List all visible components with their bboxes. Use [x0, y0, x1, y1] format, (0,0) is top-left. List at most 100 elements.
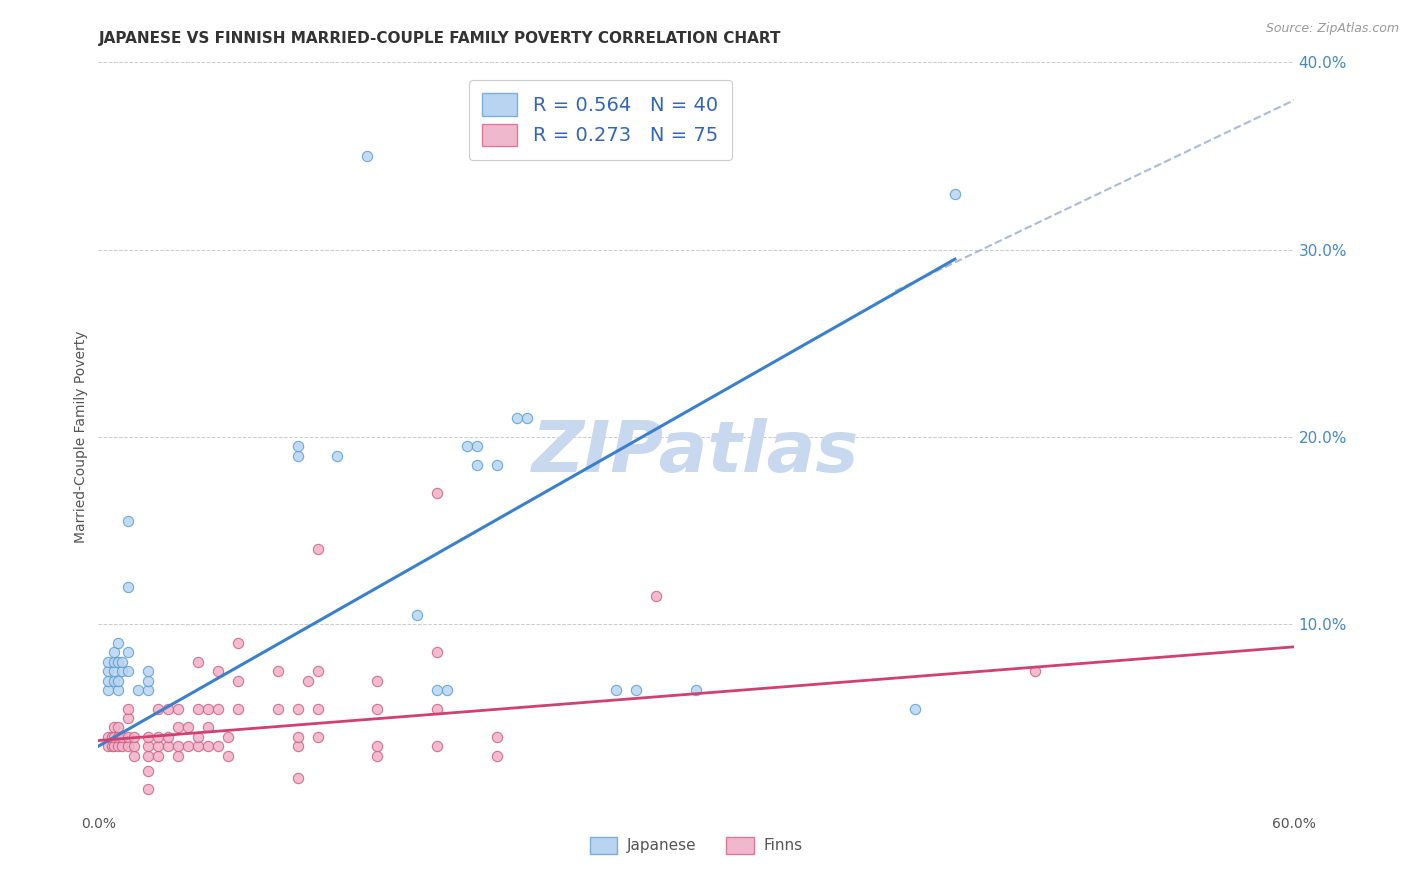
- Text: Source: ZipAtlas.com: Source: ZipAtlas.com: [1265, 22, 1399, 36]
- Point: [97, 683, 120, 698]
- Point: [97, 730, 120, 744]
- Point: [101, 739, 124, 753]
- Point: [456, 440, 478, 453]
- Text: ZIPatlas: ZIPatlas: [533, 417, 859, 486]
- Point: [117, 514, 139, 528]
- Point: [187, 655, 209, 669]
- Point: [685, 683, 707, 698]
- Point: [107, 730, 129, 744]
- Point: [148, 730, 170, 744]
- Point: [297, 673, 319, 688]
- Point: [111, 655, 134, 669]
- Point: [287, 739, 309, 753]
- Point: [136, 664, 159, 679]
- Point: [307, 542, 329, 557]
- Point: [904, 701, 927, 715]
- Point: [103, 673, 125, 688]
- Point: [177, 739, 200, 753]
- Point: [436, 683, 458, 698]
- Point: [943, 186, 966, 201]
- Point: [197, 739, 219, 753]
- Point: [287, 701, 309, 715]
- Point: [485, 458, 508, 473]
- Point: [124, 748, 146, 763]
- Point: [117, 580, 139, 594]
- Point: [101, 730, 124, 744]
- Point: [136, 739, 159, 753]
- Point: [506, 411, 529, 425]
- Point: [111, 664, 134, 679]
- Point: [287, 449, 309, 463]
- Point: [107, 655, 129, 669]
- Point: [148, 701, 170, 715]
- Point: [217, 730, 239, 744]
- Point: [97, 664, 120, 679]
- Point: [426, 646, 449, 660]
- Point: [267, 701, 290, 715]
- Point: [465, 440, 488, 453]
- Point: [406, 608, 429, 623]
- Point: [103, 646, 125, 660]
- Point: [287, 440, 309, 453]
- Point: [207, 664, 229, 679]
- Y-axis label: Married-Couple Family Poverty: Married-Couple Family Poverty: [75, 331, 89, 543]
- Point: [157, 739, 180, 753]
- Point: [197, 701, 219, 715]
- Point: [366, 748, 388, 763]
- Point: [107, 636, 129, 650]
- Text: JAPANESE VS FINNISH MARRIED-COUPLE FAMILY POVERTY CORRELATION CHART: JAPANESE VS FINNISH MARRIED-COUPLE FAMIL…: [98, 31, 780, 46]
- Point: [626, 683, 648, 698]
- Point: [465, 458, 488, 473]
- Point: [107, 721, 129, 735]
- Point: [136, 730, 159, 744]
- Point: [117, 739, 139, 753]
- Point: [107, 683, 129, 698]
- Point: [485, 748, 508, 763]
- Point: [111, 739, 134, 753]
- Point: [117, 701, 139, 715]
- Point: [1024, 664, 1046, 679]
- Point: [97, 673, 120, 688]
- Point: [356, 149, 378, 163]
- Point: [197, 721, 219, 735]
- Point: [366, 673, 388, 688]
- Point: [157, 730, 180, 744]
- Point: [103, 721, 125, 735]
- Point: [124, 730, 146, 744]
- Point: [177, 721, 200, 735]
- Point: [226, 701, 249, 715]
- Point: [97, 739, 120, 753]
- Point: [226, 636, 249, 650]
- Point: [117, 646, 139, 660]
- Point: [167, 721, 190, 735]
- Point: [117, 664, 139, 679]
- Point: [207, 701, 229, 715]
- Point: [226, 673, 249, 688]
- Point: [136, 683, 159, 698]
- Point: [187, 739, 209, 753]
- Point: [287, 730, 309, 744]
- Point: [117, 730, 139, 744]
- Point: [167, 701, 190, 715]
- Point: [426, 701, 449, 715]
- Point: [107, 739, 129, 753]
- Point: [167, 748, 190, 763]
- Point: [605, 683, 627, 698]
- Point: [136, 673, 159, 688]
- Point: [366, 739, 388, 753]
- Point: [157, 701, 180, 715]
- Point: [307, 701, 329, 715]
- Point: [136, 782, 159, 797]
- Point: [187, 730, 209, 744]
- Point: [117, 711, 139, 725]
- Legend: Japanese, Finns: Japanese, Finns: [583, 830, 808, 860]
- Point: [97, 655, 120, 669]
- Point: [645, 590, 668, 604]
- Point: [127, 683, 149, 698]
- Point: [485, 730, 508, 744]
- Point: [148, 748, 170, 763]
- Point: [426, 486, 449, 500]
- Point: [107, 673, 129, 688]
- Point: [136, 764, 159, 778]
- Point: [307, 664, 329, 679]
